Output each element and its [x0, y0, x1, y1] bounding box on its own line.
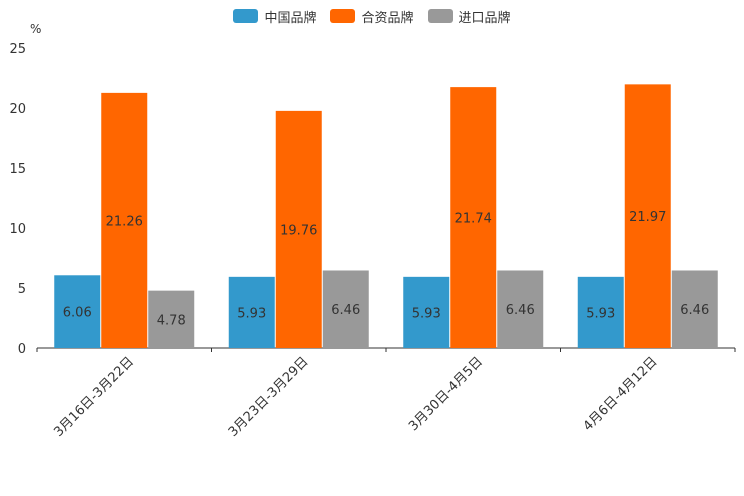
- y-tick-label: 15: [9, 162, 26, 177]
- legend-item-imported[interactable]: 进口品牌: [427, 7, 511, 26]
- bar: [403, 276, 450, 348]
- x-tick-label: 3月30日-4月5日: [406, 354, 486, 434]
- data-label: 6.06: [63, 306, 92, 321]
- data-label: 4.78: [157, 313, 186, 328]
- bar: [624, 84, 671, 349]
- y-tick-label: 5: [18, 282, 26, 297]
- bar: [497, 270, 544, 348]
- legend-label-china: 中国品牌: [264, 10, 317, 26]
- y-tick-label: 25: [9, 42, 26, 57]
- x-tick-label: 3月23日-3月29日: [226, 354, 312, 440]
- bar: [148, 290, 195, 348]
- y-tick-label: 0: [18, 342, 26, 357]
- legend-swatch-china: [233, 9, 259, 23]
- legend-item-joint-venture[interactable]: 合资品牌: [330, 7, 414, 26]
- legend-item-china[interactable]: 中国品牌: [233, 7, 316, 26]
- data-label: 21.26: [106, 214, 143, 229]
- data-label: 6.46: [506, 303, 535, 318]
- data-label: 19.76: [280, 223, 317, 238]
- bar: [275, 110, 322, 348]
- legend-label-joint-venture: 合资品牌: [361, 10, 414, 26]
- bar: [671, 270, 718, 348]
- data-label: 5.93: [237, 306, 266, 321]
- data-label: 21.74: [455, 212, 492, 227]
- data-label: 6.46: [331, 303, 360, 318]
- data-label: 5.93: [586, 306, 615, 321]
- bar: [322, 270, 369, 348]
- legend-swatch-imported: [427, 9, 453, 23]
- y-axis-unit: %: [30, 22, 42, 36]
- x-tick-label: 4月6日-4月12日: [581, 354, 661, 434]
- legend-label-imported: 进口品牌: [458, 10, 511, 26]
- data-label: 21.97: [629, 210, 666, 225]
- legend: 中国品牌 合资品牌 进口品牌: [0, 6, 744, 26]
- bar: [228, 276, 275, 348]
- bar: [54, 275, 101, 348]
- bar: [101, 92, 148, 348]
- data-label: 5.93: [412, 306, 441, 321]
- y-tick-label: 10: [9, 222, 26, 237]
- data-label: 6.46: [680, 303, 709, 318]
- bar: [450, 87, 497, 349]
- bar: [577, 276, 624, 348]
- legend-swatch-joint-venture: [330, 9, 356, 23]
- x-tick-label: 3月16日-3月22日: [51, 354, 137, 440]
- y-tick-label: 20: [9, 102, 26, 117]
